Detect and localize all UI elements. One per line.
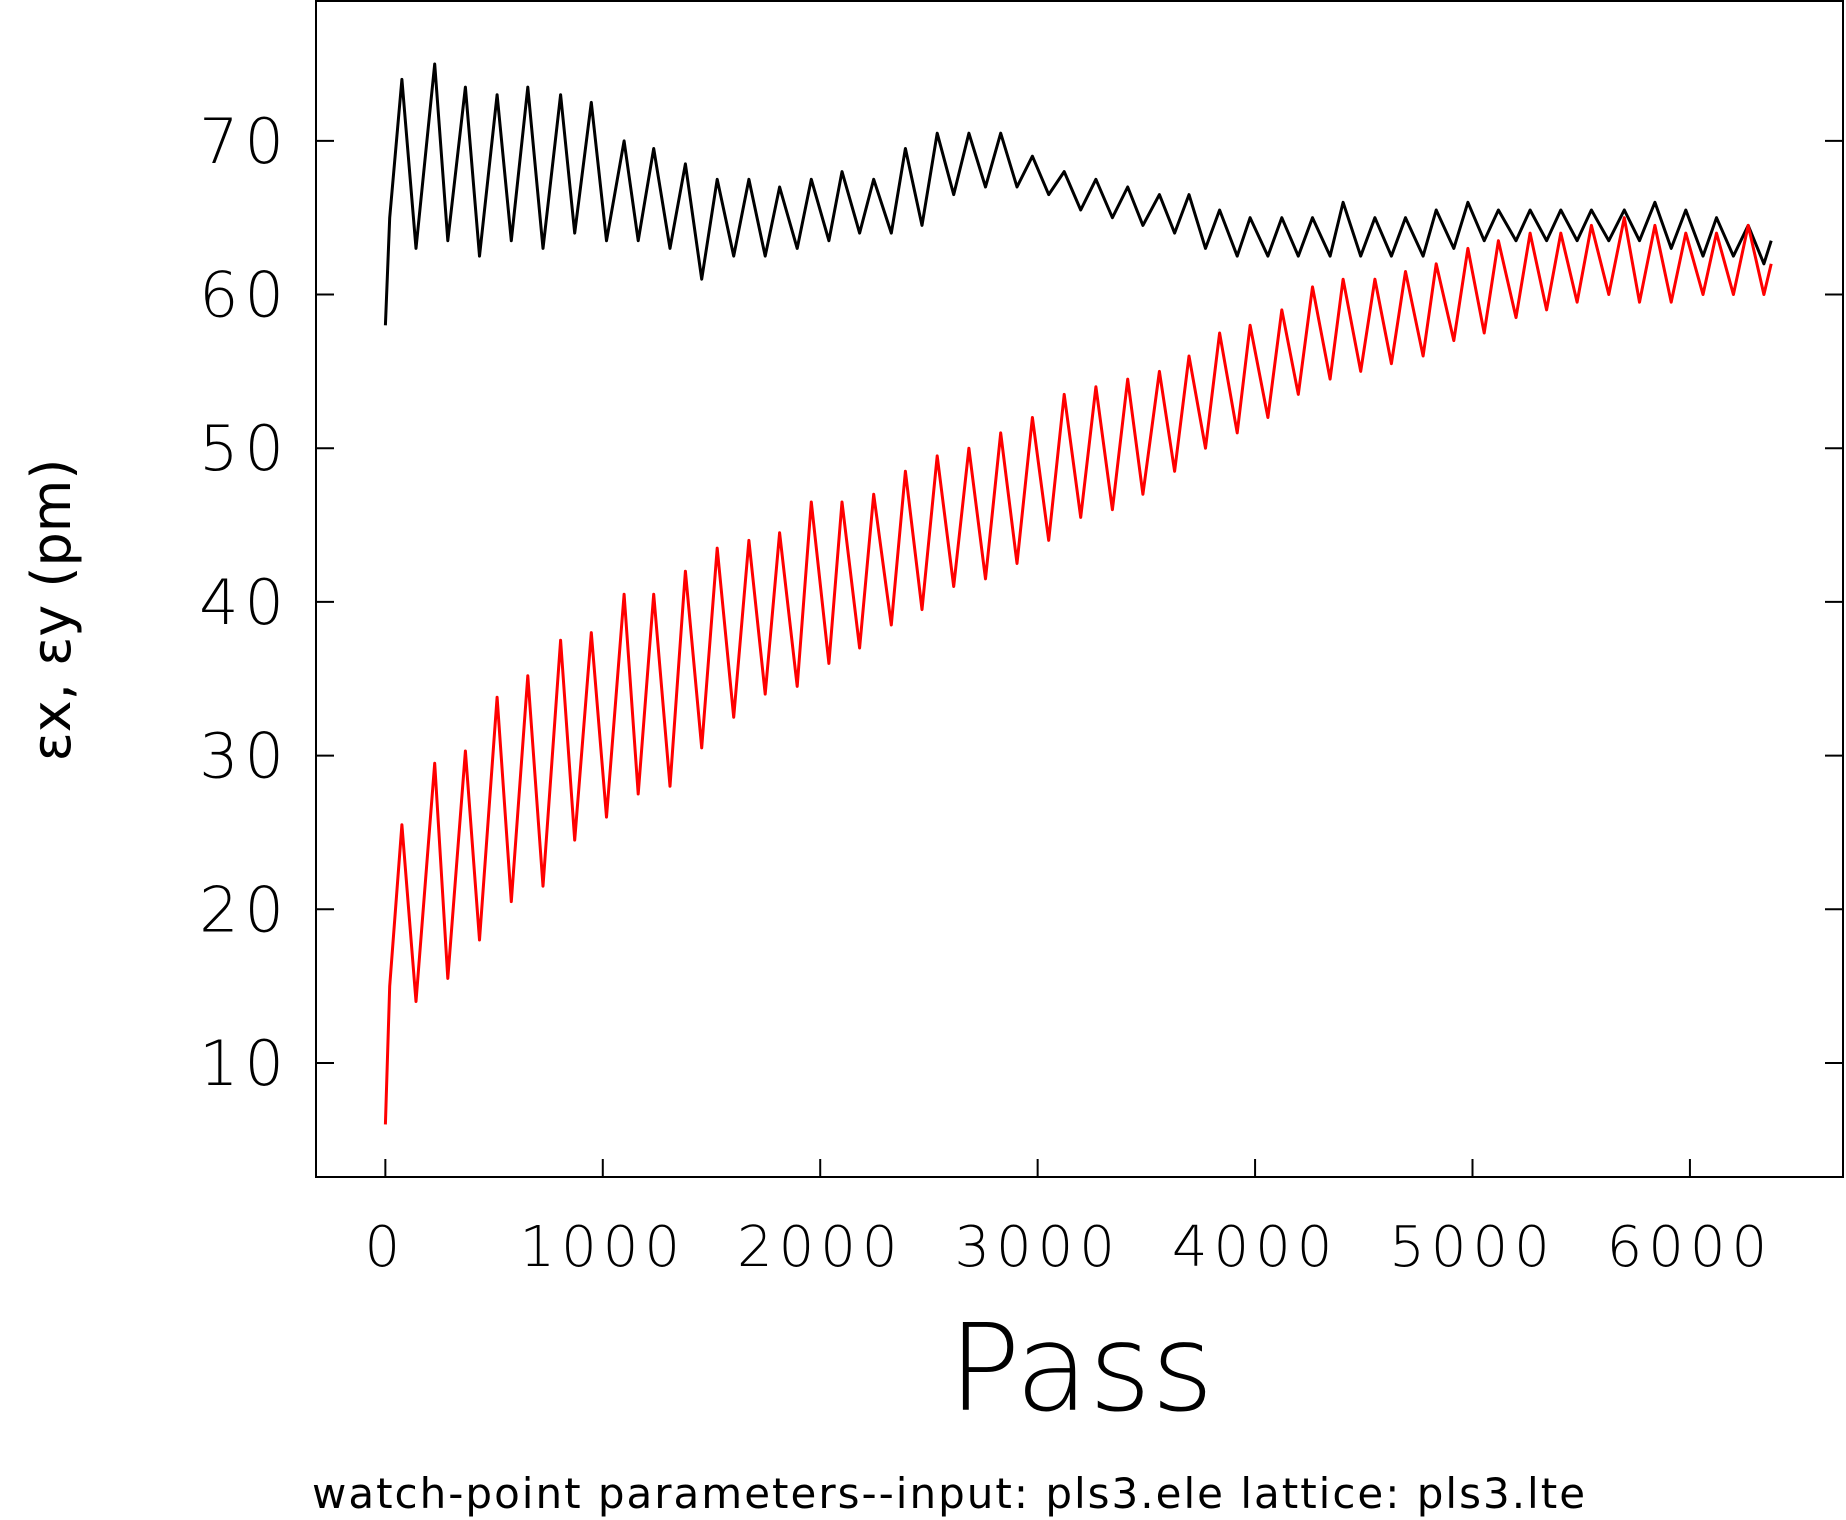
y-tick-label: 40: [199, 566, 290, 639]
x-axis-label: Pass: [948, 1300, 1214, 1439]
x-tick-label: 6000: [1607, 1215, 1774, 1280]
y-tick-label: 30: [199, 720, 290, 793]
plot-frame: [315, 0, 1844, 1178]
y-tick-label: 50: [199, 412, 290, 485]
y-tick-label: 20: [199, 873, 290, 946]
series-line: [383, 216, 1773, 1125]
footnote: watch-point parameters--input: pls3.ele …: [312, 1469, 1587, 1518]
y-axis-label: εx, εy (pm): [20, 459, 83, 762]
x-tick-label: 4000: [1172, 1215, 1339, 1280]
x-tick-label: 1000: [520, 1215, 687, 1280]
y-tick-label: 10: [199, 1027, 290, 1100]
y-tick-label: 60: [199, 259, 290, 332]
x-tick-label: 5000: [1389, 1215, 1556, 1280]
series-line: [383, 62, 1773, 326]
x-tick-label: 3000: [954, 1215, 1121, 1280]
x-tick-label: 0: [365, 1215, 407, 1280]
y-tick-label: 70: [199, 105, 290, 178]
x-tick-label: 2000: [737, 1215, 904, 1280]
